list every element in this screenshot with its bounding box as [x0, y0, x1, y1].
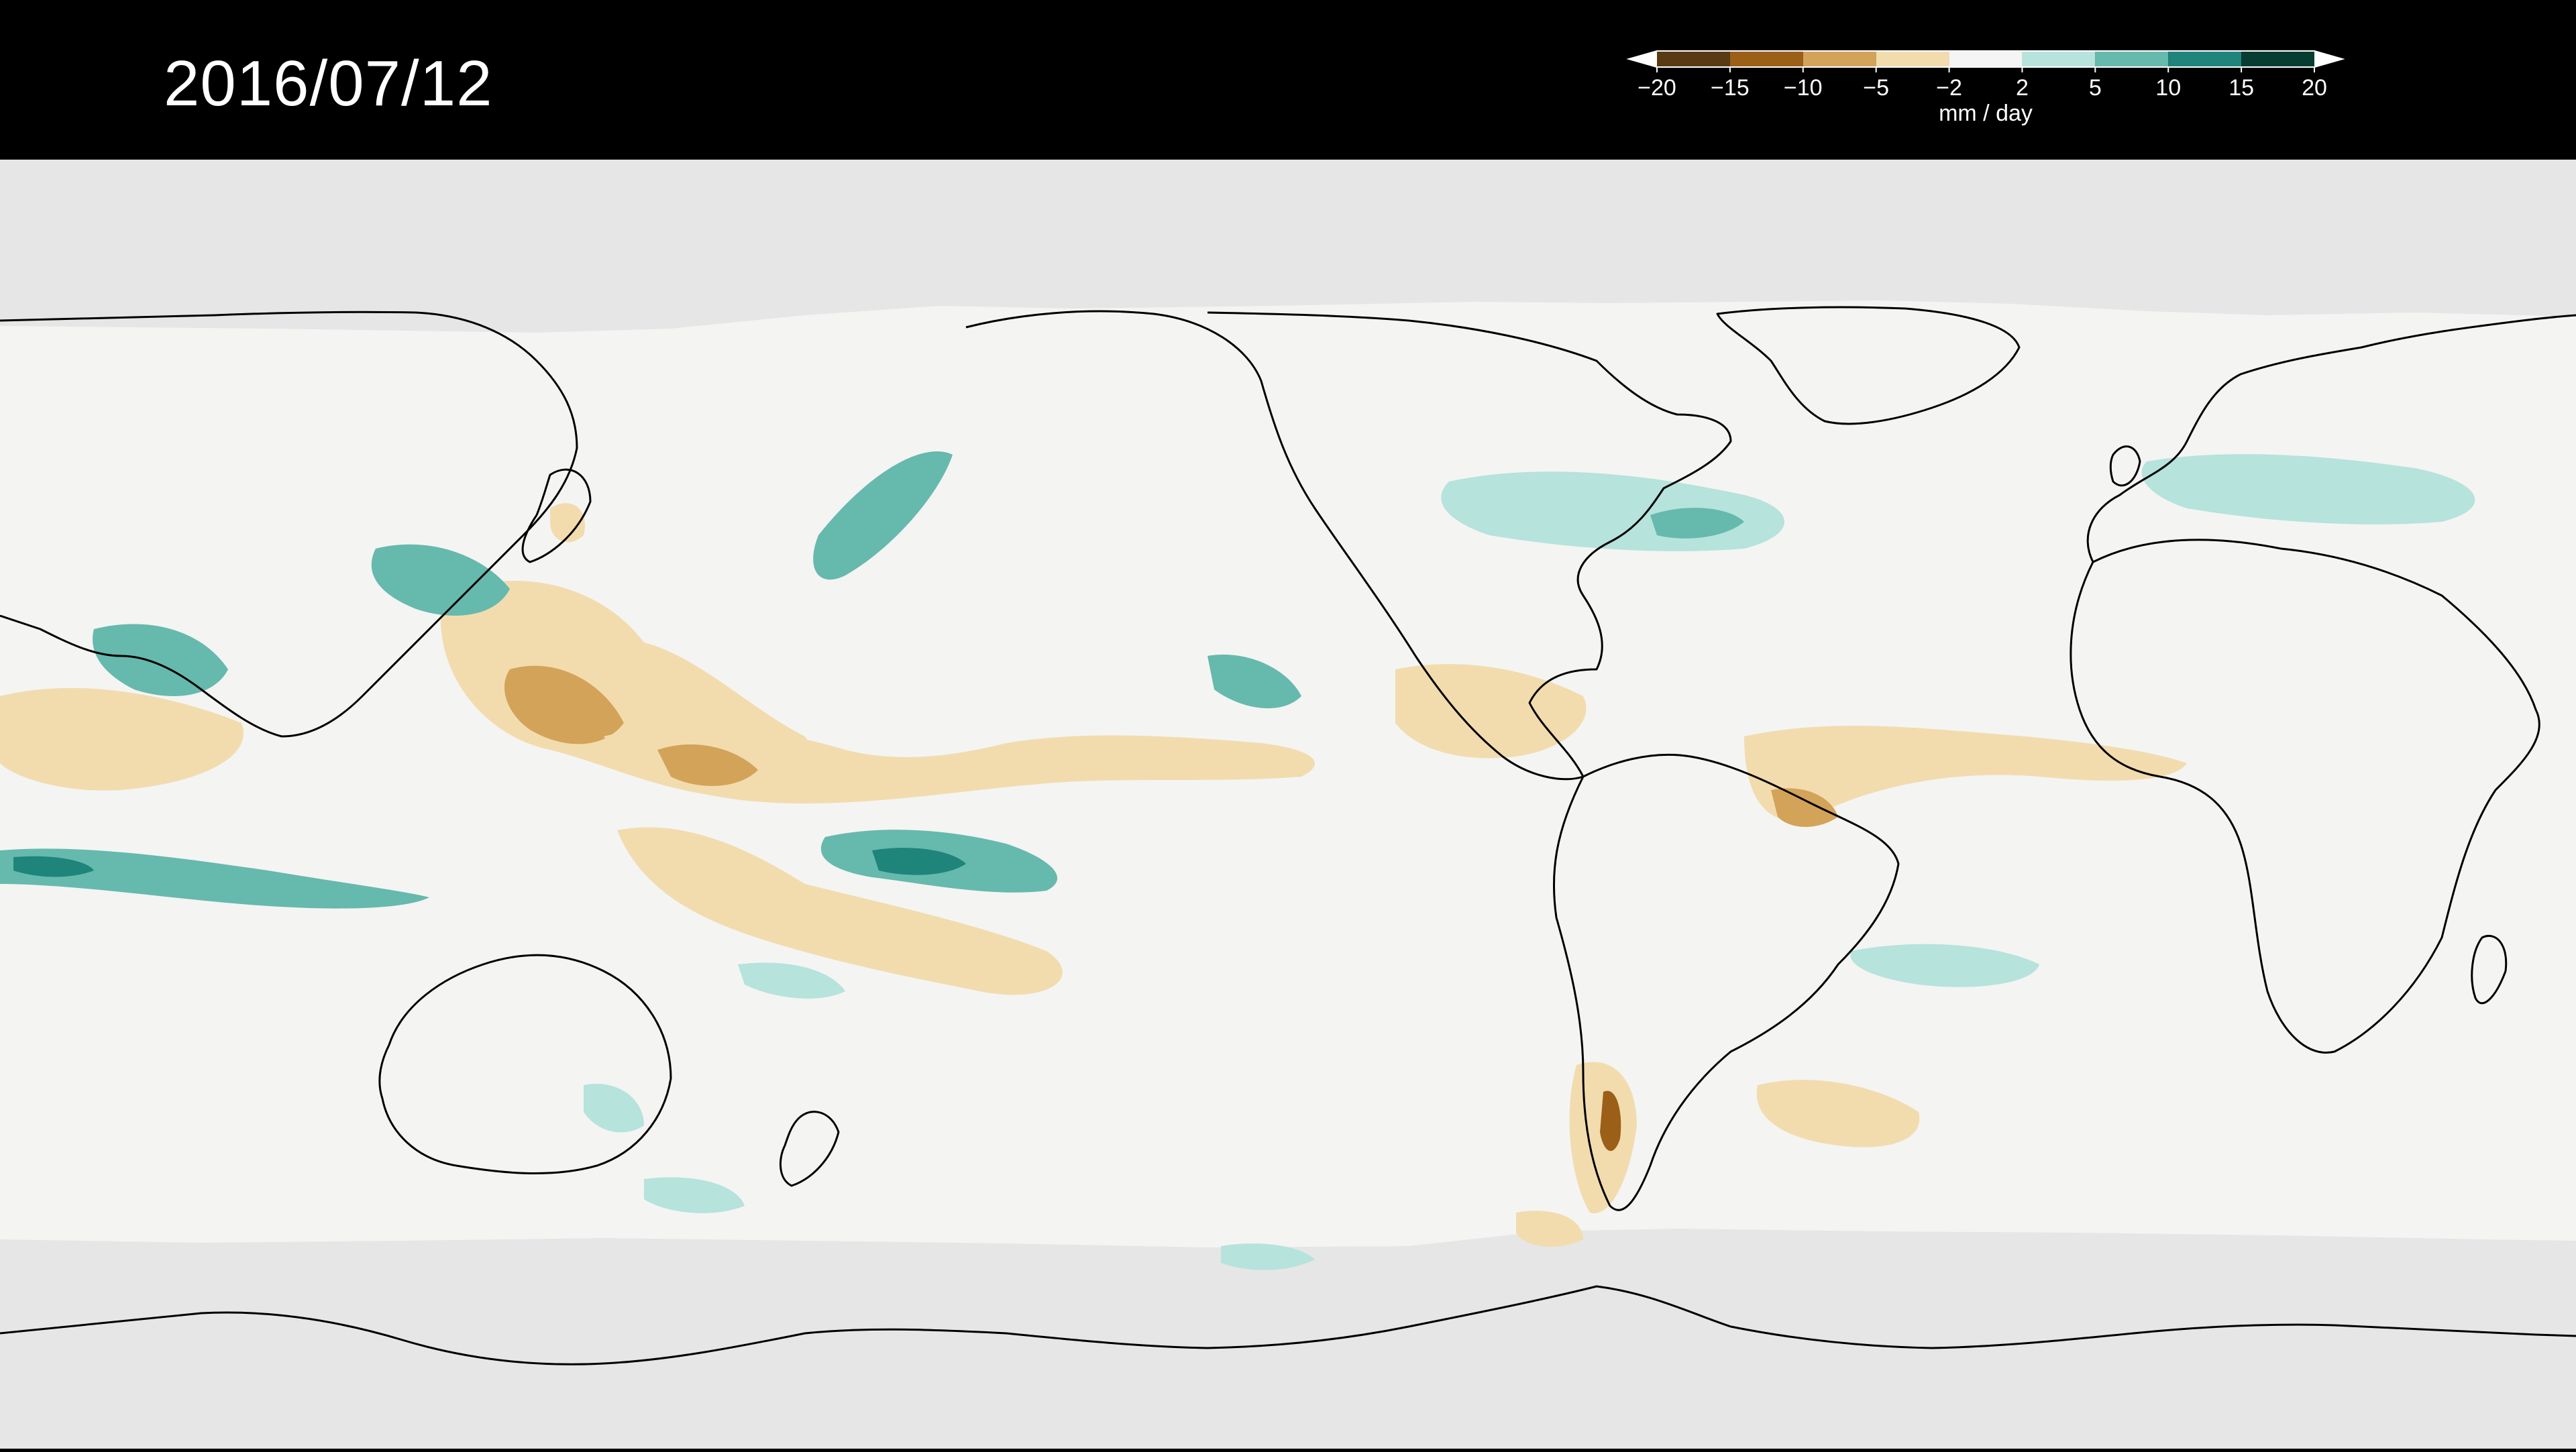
coast-antarctica	[0, 1285, 2576, 1365]
coast-uk	[2109, 445, 2141, 487]
wet-patch-europe	[2141, 454, 2475, 524]
coast-asia	[0, 311, 578, 738]
colorbar-tick-label: −15	[1711, 75, 1750, 101]
colorbar-bin	[1657, 51, 1730, 67]
colorbar-unit-label: mm / day	[1939, 101, 2033, 126]
coast-north-america	[965, 310, 1732, 781]
dry-patch-south-pacific	[617, 827, 1063, 995]
colorbar-bin	[1876, 51, 1949, 67]
wet-patch-south-pacific-core	[872, 848, 966, 875]
colorbar-tick-label: 5	[2089, 75, 2102, 101]
map-svg	[0, 160, 2576, 1449]
colorbar-bin	[1803, 51, 1876, 67]
colorbar-tick-label: 20	[2302, 75, 2327, 101]
coast-south-america	[1552, 753, 1900, 1211]
dry-patch-e-pacific	[1395, 664, 1587, 759]
wet-patch-south-pacific-2	[738, 962, 845, 999]
coast-greenland	[1716, 306, 2021, 425]
coastlines	[0, 306, 2576, 1365]
colorbar-tick-label: 10	[2155, 75, 2181, 101]
colorbar-tick-label: −2	[1936, 75, 1962, 101]
colorbar-svg: −20 −15 −10 −5 −2 2 5 10 15 20 mm / day	[1626, 50, 2345, 126]
colorbar-tick-label: −5	[1863, 75, 1889, 101]
wet-patch-australia-se	[584, 1084, 644, 1133]
coast-japan	[521, 468, 592, 563]
colorbar-bin	[2168, 51, 2242, 67]
coast-madagascar	[2471, 935, 2508, 1005]
dry-anomaly-patches	[0, 503, 2187, 1247]
precipitation-anomaly-map	[0, 160, 2576, 1449]
date-label: 2016/07/12	[164, 48, 493, 119]
colorbar-extend-low	[1627, 50, 1658, 68]
colorbar-tick-label: −20	[1638, 75, 1676, 101]
coast-europe	[2086, 314, 2576, 563]
colorbar-bin	[1949, 51, 2023, 67]
wet-patch-indian-core	[13, 856, 94, 877]
wet-patch-south-atlantic	[1850, 944, 2039, 987]
colorbar-bin	[2095, 51, 2169, 67]
dry-patch-central-pacific-core	[657, 744, 758, 786]
colorbar-bin	[2241, 51, 2314, 67]
colorbar-extend-high	[2314, 50, 2344, 68]
coast-new-zealand	[779, 1111, 840, 1187]
dry-patch-chile-core	[1600, 1091, 1621, 1152]
arctic-mask	[0, 160, 2576, 333]
wet-patch-east-asia	[371, 544, 510, 616]
wet-patch-e-pacific	[1208, 655, 1301, 709]
colorbar-tick-label: 2	[2016, 75, 2029, 101]
wet-patch-southern-ocean	[1221, 1243, 1315, 1270]
wet-anomaly-patches	[0, 451, 2475, 1270]
wet-patch-indian-ocean-south	[0, 848, 429, 909]
dry-patch-south-atlantic	[1756, 1080, 1920, 1148]
dry-patch-atlantic	[1744, 726, 2187, 820]
dry-patch-w-pacific-core	[504, 665, 624, 744]
wet-patch-north-america	[1441, 471, 1784, 551]
wet-patch-south-indian	[644, 1177, 745, 1213]
wet-patch-nw-atlantic	[1650, 508, 1744, 539]
dry-patch-japan	[550, 503, 585, 543]
dry-patch-southern-ocean	[1516, 1211, 1583, 1247]
dry-patch-amazon-core	[1771, 788, 1838, 827]
wet-patch-north-pacific	[813, 451, 953, 580]
colorbar: −20 −15 −10 −5 −2 2 5 10 15 20 mm / day	[1623, 39, 2348, 139]
coast-africa	[2070, 539, 2540, 1054]
coast-australia	[378, 954, 672, 1175]
antarctic-mask	[0, 1229, 2576, 1449]
colorbar-tick-label: −10	[1784, 75, 1823, 101]
header-bar: 2016/07/12 −20 −15 −10 −5 −2 2 5 10 15 20 mm / day	[0, 0, 2576, 160]
colorbar-bin	[1729, 51, 1803, 67]
colorbar-tick-label: 15	[2229, 75, 2254, 101]
dry-patch-central-pacific	[604, 726, 1315, 803]
wet-patch-india	[93, 624, 228, 696]
colorbar-bin	[2022, 51, 2096, 67]
dry-patch-indian-ocean	[0, 687, 244, 791]
